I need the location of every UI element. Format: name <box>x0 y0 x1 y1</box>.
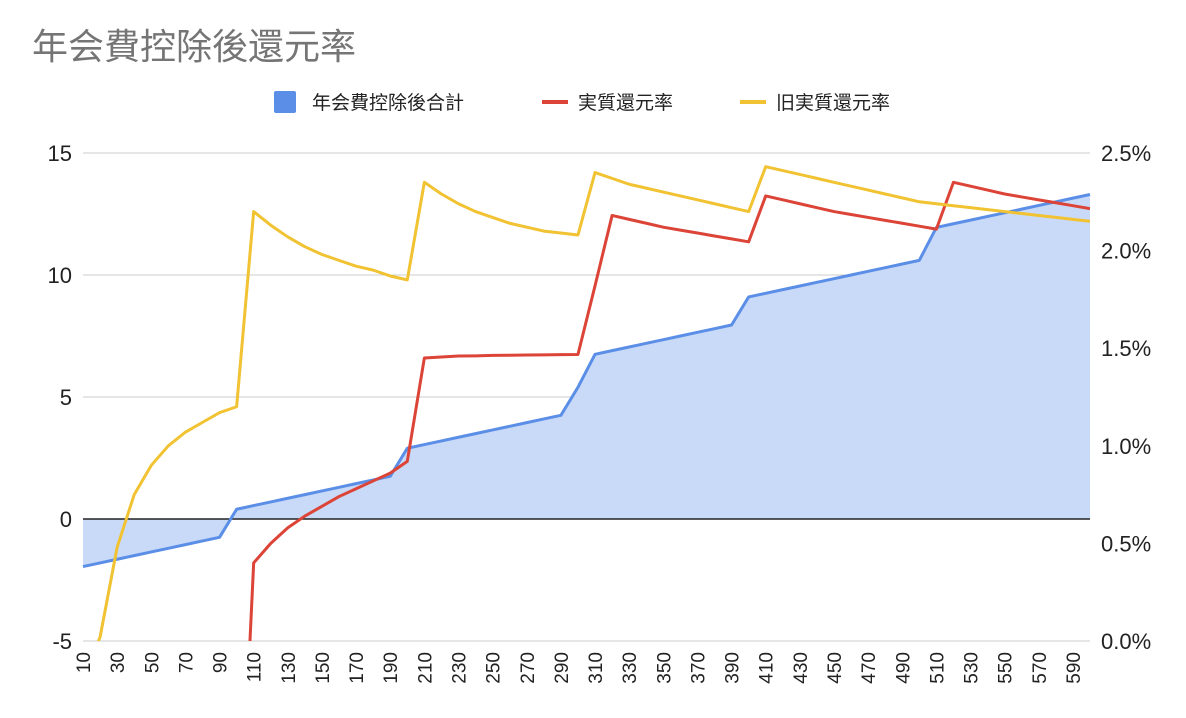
x-axis-tick-label: 110 <box>245 652 266 682</box>
x-axis-tick-label: 290 <box>552 652 573 684</box>
area-layer <box>83 194 1090 567</box>
x-axis-tick-label: 470 <box>859 652 880 684</box>
x-axis-tick-label: 230 <box>449 652 470 684</box>
x-axis-tick-label: 270 <box>518 652 539 684</box>
series-line-旧実質還元率 <box>96 165 1090 641</box>
x-axis-tick-label: 330 <box>620 652 641 684</box>
x-axis-tick-label: 210 <box>415 652 436 684</box>
x-axis-tick-label: 310 <box>586 652 607 684</box>
legend-label: 旧実質還元率 <box>776 92 890 114</box>
legend-label: 年会費控除後合計 <box>312 92 464 114</box>
legend-label: 実質還元率 <box>578 92 673 114</box>
x-axis-tick-label: 550 <box>996 652 1017 684</box>
x-axis-tick-label: 250 <box>484 652 505 684</box>
right-axis-tick-label: 1.5% <box>1101 336 1151 361</box>
series-line-年会費控除後合計 <box>82 193 1091 569</box>
x-axis-tick-label: 50 <box>142 652 163 673</box>
left-axis-ticks: -5 0 5 10 15 <box>48 141 72 654</box>
lines-layer <box>82 165 1091 641</box>
right-axis-tick-label: 2.0% <box>1101 239 1151 264</box>
x-axis-tick-label: 150 <box>313 652 334 684</box>
x-axis-tick-label: 510 <box>927 652 948 684</box>
legend-swatch <box>274 91 296 113</box>
x-axis-tick-label: 170 <box>347 652 368 684</box>
left-axis-tick-label: 15 <box>48 141 72 166</box>
right-axis-tick-label: 0.0% <box>1101 629 1151 654</box>
left-axis-tick-label: 5 <box>60 385 72 410</box>
x-axis-tick-label: 370 <box>688 652 709 684</box>
x-axis-tick-label: 90 <box>211 652 232 673</box>
x-axis-tick-label: 350 <box>654 652 675 684</box>
series-line-実質還元率 <box>248 180 1090 641</box>
right-axis-ticks: 0.0% 0.5% 1.0% 1.5% 2.0% 2.5% <box>1101 141 1151 654</box>
right-axis-tick-label: 2.5% <box>1101 141 1151 166</box>
x-axis-tick-label: 590 <box>1064 652 1085 684</box>
x-axis-tick-label: 490 <box>893 652 914 684</box>
x-axis-tick-label: 530 <box>962 652 983 684</box>
x-axis-tick-label: 410 <box>757 652 778 684</box>
x-axis-tick-label: 430 <box>791 652 812 684</box>
x-axis-tick-label: 70 <box>176 652 197 673</box>
x-axis-tick-label: 10 <box>74 652 95 673</box>
x-axis-tick-label: 190 <box>381 652 402 684</box>
x-axis-tick-label: 390 <box>723 652 744 684</box>
left-axis-tick-label: 10 <box>48 263 72 288</box>
x-axis-ticks: 10 30 50 70 90 110 130 150 170 190 210 230 250 270 290… <box>74 652 1085 684</box>
x-axis-tick-label: 130 <box>279 652 300 684</box>
right-axis-tick-label: 0.5% <box>1101 531 1151 556</box>
right-axis-tick-label: 1.0% <box>1101 434 1151 459</box>
legend: 年会費控除後合計 実質還元率 旧実質還元率 <box>274 91 890 114</box>
left-axis-tick-label: 0 <box>60 507 72 532</box>
area-fill-0 <box>83 194 1090 567</box>
x-axis-tick-label: 570 <box>1030 652 1051 684</box>
x-axis-tick-label: 450 <box>825 652 846 684</box>
chart-title: 年会費控除後還元率 <box>32 27 357 68</box>
x-axis-tick-label: 30 <box>108 652 129 673</box>
left-axis-tick-label: -5 <box>52 629 72 654</box>
